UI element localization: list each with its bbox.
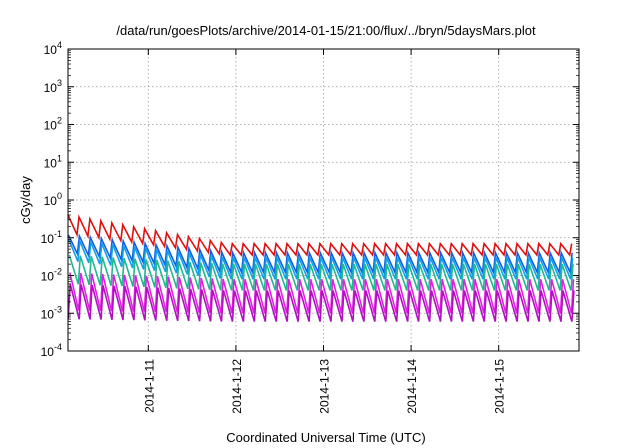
x-tick-label: 2014-1-12 (230, 359, 244, 414)
series-line (68, 254, 574, 291)
y-tick-label: 10-3 (41, 304, 62, 321)
series-line (67, 283, 575, 322)
y-tick-exponent: 4 (57, 40, 62, 50)
y-tick-exponent: 0 (57, 191, 62, 201)
series-line (68, 239, 574, 280)
y-tick-base: 10 (44, 194, 58, 208)
y-tick-label: 10-2 (41, 267, 62, 284)
series-line (67, 233, 573, 276)
series-line (67, 214, 573, 258)
y-tick-label: 101 (44, 153, 62, 170)
y-tick-exponent: -4 (54, 342, 62, 352)
y-tick-exponent: 3 (57, 78, 62, 88)
chart-title: /data/run/goesPlots/archive/2014-01-15/2… (116, 23, 536, 38)
y-tick-label: 103 (44, 78, 62, 95)
y-tick-exponent: 1 (57, 153, 62, 163)
x-tick-label: 2014-1-13 (318, 359, 332, 414)
y-tick-base: 10 (44, 81, 58, 95)
y-tick-label: 10-4 (41, 342, 62, 359)
y-tick-base: 10 (44, 156, 58, 170)
x-axis-label: Coordinated Universal Time (UTC) (226, 430, 425, 445)
y-tick-base: 10 (41, 307, 55, 321)
y-tick-exponent: -1 (54, 229, 62, 239)
series-group (67, 214, 575, 322)
y-tick-exponent: -3 (54, 304, 62, 314)
y-tick-label: 10-1 (41, 229, 62, 246)
series-line (69, 272, 575, 314)
y-tick-base: 10 (41, 345, 55, 359)
x-tick-label: 2014-1-14 (405, 359, 419, 414)
y-tick-base: 10 (44, 43, 58, 57)
y-tick-base: 10 (41, 232, 55, 246)
x-axis: 2014-1-11 2014-1-12 2014-1-13 2014-1-14 2014… (142, 49, 507, 414)
x-tick-label: 2014-1-15 (493, 359, 507, 414)
y-tick-exponent: -2 (54, 267, 62, 277)
x-tick-label: 2014-1-11 (142, 359, 156, 413)
y-tick-label: 104 (44, 40, 62, 57)
y-tick-label: 102 (44, 116, 62, 133)
y-tick-base: 10 (41, 270, 55, 284)
y-tick-exponent: 2 (57, 116, 62, 126)
y-tick-base: 10 (44, 119, 58, 133)
y-tick-label: 100 (44, 191, 62, 208)
y-axis-label: cGy/day (18, 176, 33, 224)
